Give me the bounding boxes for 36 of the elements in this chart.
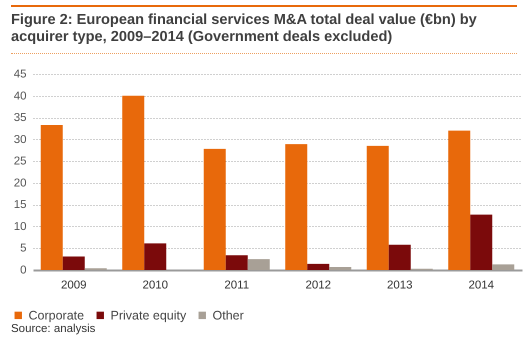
- x-tick-label: 2012: [305, 280, 332, 292]
- bar: [366, 146, 389, 270]
- x-tick-label: 2014: [468, 280, 495, 292]
- bar: [388, 244, 411, 270]
- bar: [285, 144, 308, 270]
- bar: [204, 148, 226, 270]
- x-tick-label: 2009: [60, 280, 87, 292]
- y-tick-label: 5: [20, 242, 26, 255]
- y-tick-label: 25: [14, 156, 26, 168]
- y-tick-label: 35: [14, 112, 26, 124]
- y-tick-label: 15: [14, 199, 26, 212]
- bar: [62, 256, 85, 270]
- y-tick-label: 10: [14, 220, 26, 233]
- chart-title: Figure 2: European financial services M&A total deal value (€bn) by acquirer type, 2009–2014 (Government deals excluded): [11, 12, 478, 45]
- y-tick-label: 30: [14, 134, 26, 146]
- bar: [248, 259, 270, 270]
- legend-label: Private equity: [110, 308, 187, 322]
- legend-label: Corporate: [28, 308, 84, 322]
- y-tick-label: 0: [20, 264, 26, 276]
- bar: [122, 96, 144, 270]
- bar: [307, 264, 330, 270]
- bar: [226, 255, 248, 270]
- bar: [470, 214, 492, 270]
- x-tick-label: 2013: [386, 280, 413, 292]
- source-note: Source: analysis: [11, 323, 96, 335]
- bar: [40, 124, 63, 270]
- x-tick-label: 2011: [224, 280, 250, 292]
- bar: [492, 264, 514, 270]
- bar: [448, 130, 470, 270]
- y-tick-label: 40: [14, 90, 26, 102]
- legend-label: Other: [212, 308, 244, 322]
- y-tick-label: 45: [14, 68, 26, 80]
- y-tick-label: 20: [14, 177, 26, 190]
- bar: [144, 243, 166, 270]
- x-tick-label: 2010: [142, 280, 168, 292]
- bar: [329, 266, 352, 270]
